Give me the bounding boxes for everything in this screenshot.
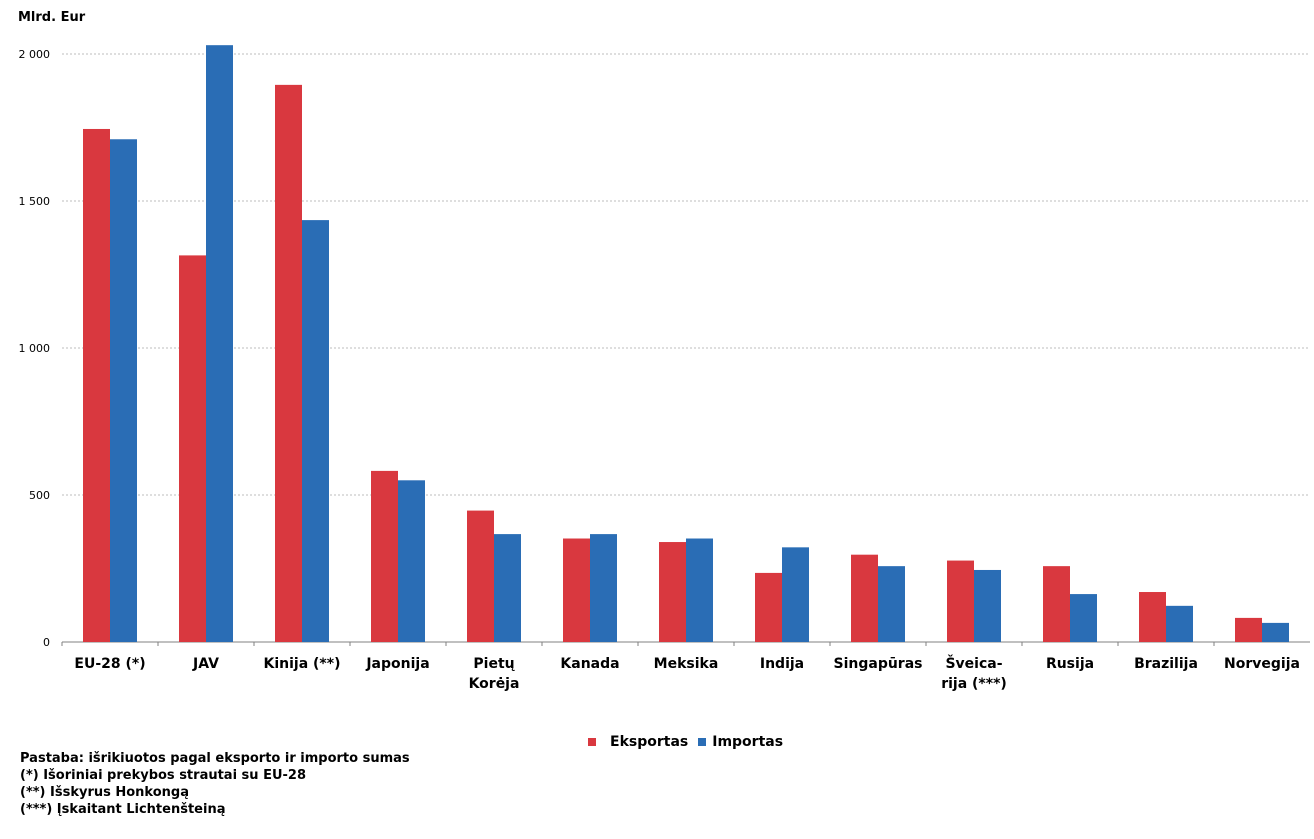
footnote: Pastaba: išrikiuotos pagal eksporto ir i… (20, 751, 410, 766)
x-tick-label: Korėja (469, 676, 520, 692)
x-tick-label: Meksika (654, 656, 719, 672)
bar-imports (686, 538, 713, 642)
x-tick-label: Kinija (**) (264, 656, 341, 672)
bar-imports (302, 220, 329, 643)
x-tick-label: JAV (192, 656, 219, 672)
bar-imports (878, 566, 905, 642)
x-tick-label: Singapūras (834, 656, 923, 672)
bar-exports (659, 542, 686, 642)
x-tick-label: Norvegija (1224, 656, 1300, 672)
bar-imports (398, 480, 425, 642)
y-tick-label: 2 000 (19, 48, 51, 61)
bar-exports (947, 560, 974, 642)
bar-exports (563, 538, 590, 642)
bar-exports (1139, 592, 1166, 642)
bar-imports (110, 139, 137, 642)
legend-item-exports: Eksportas (588, 734, 688, 750)
bar-exports (179, 255, 206, 642)
x-tick-label: rija (***) (941, 676, 1007, 692)
legend-swatch-exports (588, 738, 596, 746)
bar-exports (275, 84, 302, 643)
footnotes: Pastaba: išrikiuotos pagal eksporto ir i… (20, 750, 410, 818)
bar-exports (851, 554, 878, 642)
bar-exports (467, 510, 494, 642)
y-tick-label: 500 (29, 489, 50, 502)
y-axis-title: Mlrd. Eur (18, 10, 86, 25)
legend: Eksportas Importas (588, 734, 793, 750)
bar-imports (494, 534, 521, 642)
bar-exports (755, 572, 782, 642)
x-tick-label: EU-28 (*) (74, 656, 145, 672)
x-tick-label: Brazilija (1134, 656, 1198, 672)
legend-label-imports: Importas (712, 734, 784, 750)
legend-label-exports: Eksportas (610, 734, 689, 750)
bar-exports (1043, 566, 1070, 642)
y-tick-label: 0 (43, 636, 50, 649)
bar-imports (206, 45, 233, 643)
footnote: (*) Išoriniai prekybos strautai su EU-28 (20, 768, 306, 783)
bar-exports (83, 128, 110, 643)
bar-chart: 0 500 1 000 1 500 2 000 EU-28 (*) JAV Kinija (*… (19, 45, 1310, 692)
x-tick-label: Rusija (1046, 656, 1094, 672)
x-tick-label: Indija (760, 656, 804, 672)
y-tick-label: 1 000 (19, 342, 51, 355)
bar-imports (1262, 622, 1289, 642)
bar-imports (1070, 594, 1097, 642)
x-tick-label: Pietų (473, 656, 515, 672)
bar-imports (974, 569, 1001, 642)
legend-item-imports: Importas (698, 734, 783, 750)
x-tick-label: Šveica- (945, 654, 1002, 672)
footnote: (***) Įskaitant Lichtenšteiną (20, 802, 226, 817)
y-tick-label: 1 500 (19, 195, 51, 208)
footnote: (**) Išskyrus Honkongą (20, 785, 189, 800)
x-tick-label: Kanada (560, 656, 619, 672)
bar-exports (1235, 617, 1262, 642)
bar-exports (371, 470, 398, 642)
bar-imports (590, 534, 617, 642)
bar-imports (1166, 605, 1193, 642)
x-tick-label: Japonija (365, 656, 429, 672)
legend-swatch-imports (698, 738, 707, 746)
bar-imports (782, 547, 809, 642)
